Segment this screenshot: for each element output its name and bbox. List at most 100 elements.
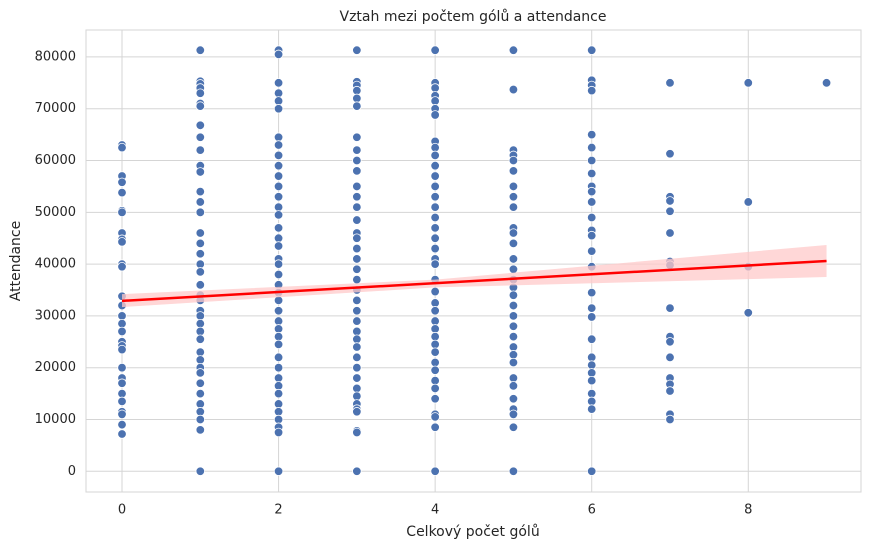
point	[352, 316, 362, 326]
point	[430, 422, 440, 432]
point	[352, 166, 362, 176]
point	[430, 202, 440, 212]
point	[195, 132, 205, 142]
point	[665, 196, 675, 206]
point	[352, 407, 362, 417]
point	[430, 375, 440, 386]
y-tick-label: 0	[68, 464, 76, 479]
point	[508, 45, 519, 55]
point	[508, 373, 519, 383]
point	[195, 88, 205, 98]
point	[587, 334, 597, 344]
point	[821, 78, 832, 88]
confidence-band	[122, 244, 827, 308]
point	[430, 45, 440, 55]
point	[587, 360, 597, 370]
point	[273, 339, 284, 350]
point	[273, 316, 284, 326]
y-tick-label: 10000	[35, 412, 76, 427]
point	[273, 96, 284, 106]
point	[587, 212, 597, 223]
point	[587, 197, 597, 207]
point	[195, 326, 205, 337]
point	[430, 243, 440, 254]
point	[508, 228, 519, 238]
point	[665, 206, 675, 216]
point	[273, 259, 284, 269]
point	[587, 45, 597, 55]
point	[352, 85, 362, 96]
point	[352, 352, 362, 363]
point	[273, 210, 284, 220]
point	[273, 324, 284, 334]
point	[587, 368, 597, 378]
point	[430, 223, 440, 233]
point	[195, 388, 205, 399]
point	[587, 168, 597, 179]
point	[743, 308, 753, 318]
point	[273, 362, 284, 373]
point	[195, 249, 205, 259]
point	[117, 261, 127, 272]
point	[352, 342, 362, 352]
point	[195, 207, 205, 218]
point	[273, 241, 284, 251]
point	[117, 311, 127, 321]
point	[352, 192, 362, 202]
point	[430, 142, 440, 153]
y-tick-label: 20000	[35, 360, 76, 375]
point	[273, 192, 284, 202]
point	[430, 192, 440, 202]
point	[195, 259, 205, 269]
point	[430, 331, 440, 342]
point	[273, 202, 284, 212]
point	[273, 104, 284, 114]
plot-frame	[85, 29, 862, 493]
point	[587, 186, 597, 197]
point	[273, 373, 284, 383]
point	[352, 362, 362, 373]
point	[195, 197, 205, 207]
point	[117, 187, 127, 198]
point	[508, 181, 519, 192]
point	[508, 409, 519, 420]
point	[430, 383, 440, 394]
point	[195, 347, 205, 357]
point	[195, 466, 205, 476]
point	[273, 331, 284, 342]
point	[195, 399, 205, 409]
point	[508, 166, 519, 176]
point	[587, 388, 597, 399]
point	[352, 93, 362, 104]
point	[195, 120, 205, 131]
point	[587, 155, 597, 166]
point	[352, 145, 362, 155]
point	[430, 324, 440, 334]
chart-title: Vztah mezi počtem gólů a attendance	[340, 9, 607, 25]
point	[743, 197, 753, 207]
point	[587, 85, 597, 96]
y-tick-label: 40000	[35, 257, 76, 272]
point	[273, 160, 284, 171]
point	[352, 155, 362, 166]
y-axis-label: Attendance	[8, 221, 24, 301]
point	[352, 383, 362, 394]
point	[587, 352, 597, 363]
point	[117, 362, 127, 373]
point	[195, 145, 205, 155]
point	[430, 259, 440, 269]
point	[430, 339, 440, 350]
point	[508, 422, 519, 432]
point	[273, 181, 284, 192]
point	[665, 337, 675, 347]
point	[430, 171, 440, 181]
point	[352, 326, 362, 337]
point	[195, 228, 205, 238]
point	[195, 101, 205, 111]
point	[743, 78, 753, 88]
point	[352, 264, 362, 274]
point	[273, 381, 284, 391]
point	[195, 378, 205, 388]
point	[273, 414, 284, 425]
